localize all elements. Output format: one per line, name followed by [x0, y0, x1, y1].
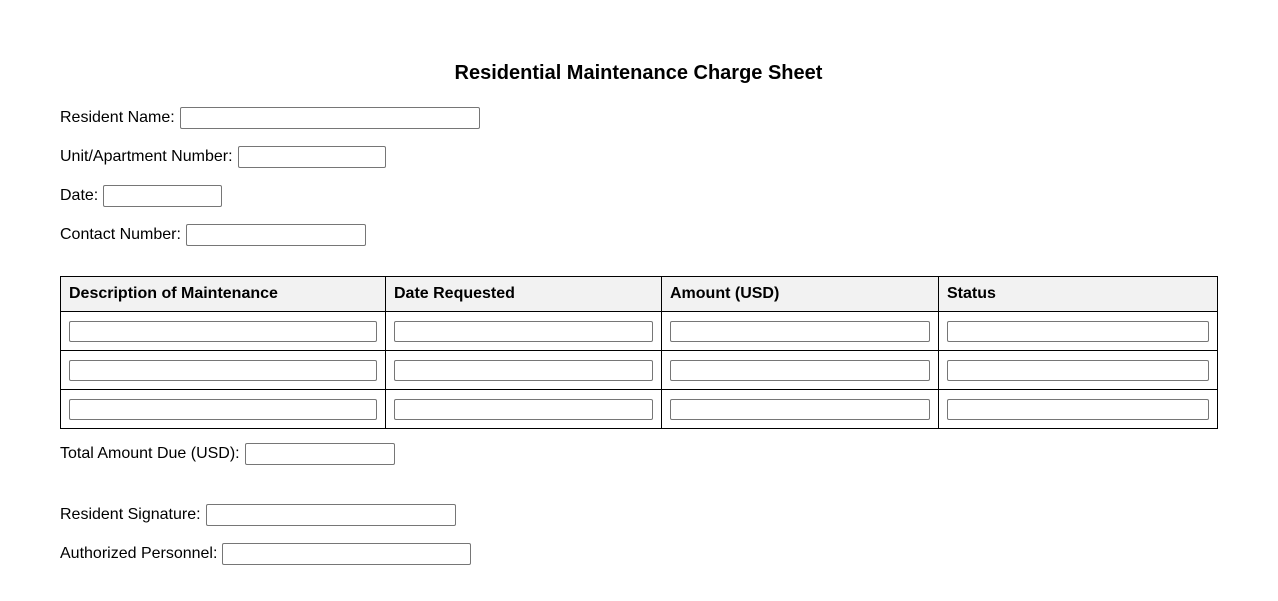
cell-status-1 — [938, 311, 1218, 351]
cell-status-3 — [938, 389, 1218, 429]
resident-signature-input[interactable] — [205, 504, 456, 526]
row-3-description-input[interactable] — [69, 398, 377, 420]
unit-number-label: Unit/Apartment Number: — [60, 148, 233, 165]
cell-description-3 — [60, 389, 386, 429]
cell-amount-1 — [661, 311, 939, 351]
cell-description-1 — [60, 311, 386, 351]
cell-date-requested-3 — [385, 389, 662, 429]
date-input[interactable] — [103, 185, 223, 207]
date-label: Date: — [60, 187, 99, 204]
row-1-date-requested-input[interactable] — [394, 320, 653, 342]
contact-number-input[interactable] — [185, 224, 366, 246]
resident-name-label: Resident Name: — [60, 109, 175, 126]
authorized-personnel-field: Authorized Personnel: — [60, 543, 1217, 565]
row-1-description-input[interactable] — [69, 320, 377, 342]
authorized-personnel-label: Authorized Personnel: — [60, 545, 218, 562]
page-title: Residential Maintenance Charge Sheet — [454, 62, 823, 84]
cell-amount-2 — [661, 350, 939, 390]
table-header-row: Description of Maintenance Date Requeste… — [60, 276, 1218, 312]
total-amount-due-input[interactable] — [244, 443, 395, 465]
maintenance-charges-table: Description of Maintenance Date Requeste… — [60, 276, 1218, 429]
authorized-personnel-input[interactable] — [222, 543, 472, 565]
maintenance-charge-sheet-page: Residential Maintenance Charge Sheet Res… — [0, 62, 1278, 565]
cell-date-requested-2 — [385, 350, 662, 390]
table-row — [60, 389, 1218, 429]
resident-signature-label: Resident Signature: — [60, 506, 201, 523]
table-row — [60, 350, 1218, 390]
header-description: Description of Maintenance — [60, 276, 386, 312]
unit-number-input[interactable] — [237, 146, 386, 168]
row-2-status-input[interactable] — [947, 359, 1209, 381]
header-amount: Amount (USD) — [661, 276, 939, 312]
row-1-status-input[interactable] — [947, 320, 1209, 342]
date-field: Date: — [60, 185, 1217, 207]
header-date-requested: Date Requested — [385, 276, 662, 312]
header-status: Status — [938, 276, 1218, 312]
row-2-amount-input[interactable] — [670, 359, 930, 381]
cell-date-requested-1 — [385, 311, 662, 351]
unit-number-field: Unit/Apartment Number: — [60, 146, 1217, 168]
total-amount-due-field: Total Amount Due (USD): — [60, 443, 1217, 465]
cell-description-2 — [60, 350, 386, 390]
row-2-date-requested-input[interactable] — [394, 359, 653, 381]
resident-signature-field: Resident Signature: — [60, 504, 1217, 526]
contact-number-field: Contact Number: — [60, 224, 1217, 246]
row-3-date-requested-input[interactable] — [394, 398, 653, 420]
row-1-amount-input[interactable] — [670, 320, 930, 342]
resident-name-field: Resident Name: — [60, 107, 1217, 129]
cell-amount-3 — [661, 389, 939, 429]
cell-status-2 — [938, 350, 1218, 390]
row-2-description-input[interactable] — [69, 359, 377, 381]
row-3-amount-input[interactable] — [670, 398, 930, 420]
resident-name-input[interactable] — [179, 107, 480, 129]
contact-number-label: Contact Number: — [60, 226, 181, 243]
table-row — [60, 311, 1218, 351]
total-amount-due-label: Total Amount Due (USD): — [60, 445, 240, 462]
row-3-status-input[interactable] — [947, 398, 1209, 420]
